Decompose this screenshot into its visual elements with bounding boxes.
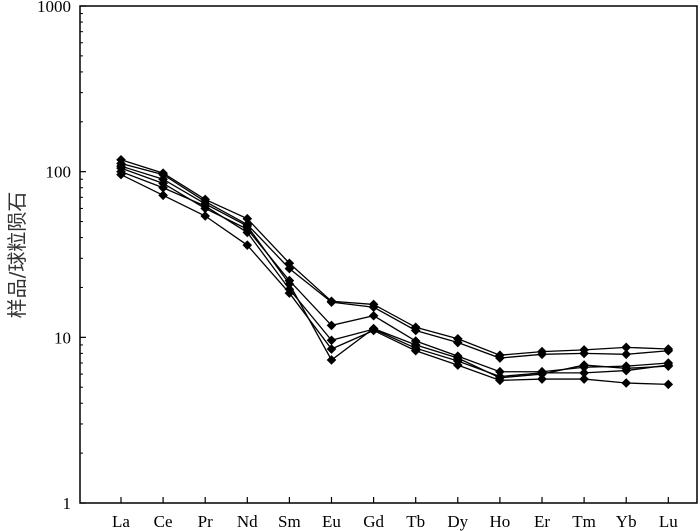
- data-point: [663, 361, 674, 371]
- data-point: [537, 369, 547, 379]
- data-point: [326, 344, 337, 354]
- data-point: [410, 340, 421, 350]
- y-tick-label: 1: [63, 494, 72, 513]
- x-tick-label: Tm: [572, 512, 596, 531]
- data-point: [326, 355, 337, 365]
- x-tick-label: Gd: [363, 512, 384, 531]
- data-point: [326, 297, 337, 307]
- data-point: [326, 320, 337, 331]
- y-tick-label: 100: [46, 163, 72, 182]
- x-tick-label: Ce: [154, 512, 173, 531]
- data-point: [537, 374, 547, 384]
- x-axis: La Ce Pr Nd Sm Eu Gd Tb Dy Ho Er Tm Yb Lu: [112, 497, 678, 531]
- data-point: [116, 169, 126, 180]
- plot-frame: [79, 5, 698, 504]
- series-line: [120, 159, 669, 356]
- data-point: [158, 174, 168, 185]
- data-point: [242, 221, 253, 231]
- x-tick-label: Lu: [659, 512, 678, 531]
- data-point: [621, 378, 631, 388]
- data-point: [368, 310, 379, 321]
- data-point: [663, 345, 674, 356]
- x-tick-label: Sm: [278, 512, 301, 531]
- x-tick-label: Er: [534, 512, 550, 531]
- data-point: [284, 263, 295, 274]
- data-point: [495, 372, 505, 383]
- data-point: [158, 182, 168, 193]
- data-point: [495, 353, 505, 363]
- data-point: [410, 345, 421, 356]
- x-tick-label: Eu: [322, 512, 341, 531]
- data-point: [663, 379, 674, 390]
- series-layer: [116, 154, 674, 390]
- data-point: [200, 198, 210, 209]
- data-point: [242, 227, 253, 238]
- data-point: [284, 288, 295, 298]
- data-point: [579, 348, 589, 359]
- y-axis: 1 10 100 1000: [37, 0, 86, 513]
- x-tick-label: Dy: [447, 512, 468, 531]
- data-point: [410, 325, 421, 336]
- data-point: [621, 342, 631, 353]
- data-point: [453, 337, 463, 348]
- data-point: [242, 240, 253, 250]
- data-point: [326, 335, 337, 346]
- data-point: [116, 161, 126, 171]
- data-point: [453, 360, 463, 370]
- data-point: [284, 279, 295, 289]
- x-tick-label: Pr: [198, 512, 213, 531]
- data-point: [621, 363, 631, 374]
- series-line: [120, 162, 669, 359]
- data-point: [579, 374, 589, 384]
- x-tick-label: Tb: [406, 512, 425, 531]
- data-point: [579, 368, 589, 378]
- data-point: [368, 302, 379, 313]
- series-line: [120, 171, 669, 378]
- y-tick-label: 1000: [37, 0, 71, 16]
- series-line: [120, 174, 669, 386]
- x-tick-label: Yb: [616, 512, 637, 531]
- series-line: [120, 165, 669, 379]
- data-point: [621, 349, 631, 360]
- data-point: [579, 360, 589, 370]
- data-point: [200, 211, 210, 221]
- data-point: [242, 213, 253, 224]
- x-tick-label: Ho: [490, 512, 511, 531]
- data-point: [368, 323, 379, 334]
- data-point: [158, 190, 168, 201]
- x-tick-label: Nd: [237, 512, 258, 531]
- y-axis-label: 样品/球粒陨石: [5, 192, 29, 319]
- data-point: [453, 353, 463, 363]
- data-point: [537, 349, 547, 360]
- y-tick-label: 10: [54, 328, 71, 347]
- series-line: [120, 167, 669, 373]
- x-tick-label: La: [112, 512, 130, 531]
